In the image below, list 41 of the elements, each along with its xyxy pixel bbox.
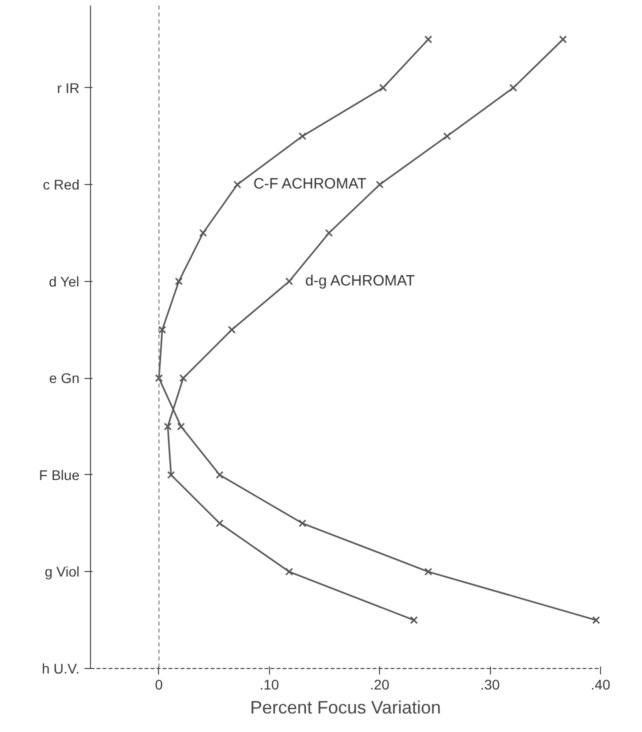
y-tick-label: r IR [56,80,80,96]
point [285,277,294,286]
point [285,568,294,576]
point [177,422,185,430]
y-tick-label: h U.V. [42,660,80,676]
point [199,229,208,237]
point [592,616,600,624]
y-tick-label: e Gn [49,370,80,386]
series-label: d-g ACHROMAT [305,272,415,290]
point [216,519,224,528]
point [424,35,432,44]
series-label: C-F ACHROMAT [253,176,366,193]
y-tick-label: c Red [42,176,80,193]
point [298,519,306,528]
x-tick-label: 0 [155,676,164,692]
point [559,35,567,44]
x-tick-label: .20 [370,676,390,692]
y-tick-label: g Viol [44,564,80,580]
y-tick-label: F Blue [39,466,80,483]
point [376,180,384,188]
x-tick-label: .40 [590,676,610,692]
point [158,326,166,334]
point [443,132,451,140]
point [509,84,518,92]
point [155,374,163,382]
point [325,229,333,237]
y-tick-label: d Yel [48,273,80,290]
point [164,422,172,430]
x-tick-label: .30 [480,676,500,692]
point [298,132,306,140]
point [179,374,188,382]
point [167,470,176,479]
point [424,568,432,576]
point [228,326,236,334]
point [379,84,387,92]
point [216,470,224,479]
point [174,277,183,286]
x-tick-label: .10 [260,676,280,692]
x-axis-title: Percent Focus Variation [250,698,441,718]
point [410,616,418,624]
point [233,180,242,188]
